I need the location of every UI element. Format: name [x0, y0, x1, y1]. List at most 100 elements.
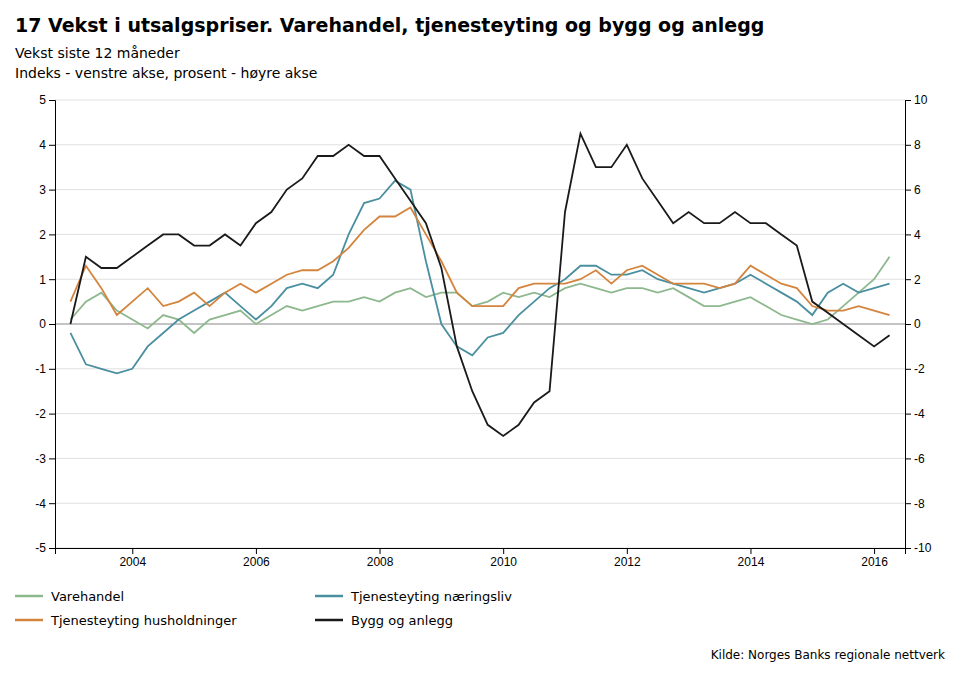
axis-domain — [906, 101, 912, 549]
tick: 2004 — [119, 548, 146, 569]
legend-item: Tjenesteyting husholdninger — [15, 613, 237, 628]
tick-label: 1 — [39, 273, 46, 287]
grid-line — [55, 368, 905, 369]
tick-label: 4 — [39, 138, 46, 152]
tick-label: 8 — [914, 138, 921, 152]
tick-label: -6 — [914, 452, 925, 466]
tick-label: 0 — [914, 317, 921, 331]
tick-mark — [49, 324, 55, 325]
tick: -4 — [905, 407, 925, 421]
grid-line — [55, 279, 905, 280]
tick-label: 2010 — [490, 555, 517, 569]
tick-label: 2 — [39, 228, 46, 242]
tick: 2014 — [738, 548, 765, 569]
tick: -2 — [35, 407, 55, 421]
tick: -1 — [35, 362, 55, 376]
tick: 2 — [39, 228, 55, 242]
lines — [70, 134, 889, 436]
tick-label: 2014 — [738, 555, 765, 569]
tick-mark — [905, 503, 911, 504]
tick: 0 — [39, 317, 55, 331]
tick-mark — [905, 369, 911, 370]
legend-swatch — [315, 595, 343, 598]
tick-mark — [49, 458, 55, 459]
tick-label: 4 — [914, 228, 921, 242]
y-axis: -5-4-3-2-1012345 — [35, 93, 55, 555]
tick: 4 — [905, 228, 921, 242]
subtitle: Indeks - venstre akse, prosent - høyre a… — [15, 65, 317, 81]
tick-mark — [874, 548, 875, 554]
chart: 17 Vekst i utsalgspriser. Varehandel, tj… — [0, 0, 960, 673]
tick: 2010 — [490, 548, 517, 569]
tick-mark — [49, 190, 55, 191]
axis-domain — [49, 101, 56, 549]
axis-domain — [56, 549, 906, 555]
tick: -8 — [905, 497, 925, 511]
tick-mark — [905, 324, 911, 325]
tick: 2016 — [861, 548, 888, 569]
series-line — [70, 257, 889, 333]
tick: 6 — [905, 183, 921, 197]
tick-mark — [49, 414, 55, 415]
tick-label: 2004 — [119, 555, 146, 569]
tick-label: 0 — [39, 317, 46, 331]
tick-mark — [905, 414, 911, 415]
tick-mark — [49, 100, 55, 101]
tick: 2012 — [614, 548, 641, 569]
tick: 10 — [905, 93, 928, 107]
tick: -4 — [35, 497, 55, 511]
tick-mark — [905, 234, 911, 235]
legend-swatch — [15, 619, 43, 622]
tick: 8 — [905, 138, 921, 152]
grid-line — [55, 234, 905, 235]
tick: 2008 — [367, 548, 394, 569]
tick-mark — [49, 548, 55, 549]
legend: Varehandel Tjenesteyting næringsliv Tjenes… — [15, 589, 512, 628]
tick-label: 3 — [39, 183, 46, 197]
legend-label: Tjenesteyting næringsliv — [350, 589, 512, 604]
tick-label: -1 — [35, 362, 46, 376]
tick-label: -5 — [35, 541, 46, 555]
x-axis: 2004 2006 2008 2010 2012 2014 2016 — [56, 548, 906, 569]
tick-mark — [905, 458, 911, 459]
tick: 3 — [39, 183, 55, 197]
grid-line — [55, 189, 905, 190]
tick-label: 2 — [914, 273, 921, 287]
tick-label: -4 — [914, 407, 925, 421]
tick-label: -8 — [914, 497, 925, 511]
tick-label: -2 — [35, 407, 46, 421]
legend-item: Tjenesteyting næringsliv — [315, 589, 512, 604]
tick-mark — [132, 548, 133, 554]
legend-label: Bygg og anlegg — [351, 613, 453, 628]
legend-label: Tjenesteyting husholdninger — [50, 613, 237, 628]
title: 17 Vekst i utsalgspriser. Varehandel, tj… — [15, 14, 764, 36]
tick-mark — [750, 548, 751, 554]
tick: 2006 — [243, 548, 270, 569]
tick-mark — [905, 190, 911, 191]
legend-item: Bygg og anlegg — [315, 613, 453, 628]
tick-mark — [49, 234, 55, 235]
tick: 0 — [905, 317, 921, 331]
grid-line — [55, 503, 905, 504]
tick-mark — [49, 503, 55, 504]
tick-label: -2 — [914, 362, 925, 376]
tick-label: 2016 — [861, 555, 888, 569]
tick-mark — [49, 145, 55, 146]
tick-mark — [905, 145, 911, 146]
legend-swatch — [315, 619, 343, 622]
tick-mark — [49, 369, 55, 370]
subtitle: Vekst siste 12 måneder — [15, 45, 180, 61]
grid — [55, 100, 905, 548]
tick-label: -10 — [914, 541, 932, 555]
tick-mark — [380, 548, 381, 554]
tick: 5 — [39, 93, 55, 107]
legend-label: Varehandel — [51, 589, 124, 604]
grid-line — [55, 458, 905, 459]
tick-mark — [49, 279, 55, 280]
legend-item: Varehandel — [15, 589, 124, 604]
tick-label: 10 — [914, 93, 928, 107]
tick-label: -4 — [35, 497, 46, 511]
series-line — [70, 134, 889, 436]
series-line — [70, 181, 889, 374]
tick-mark — [905, 548, 911, 549]
